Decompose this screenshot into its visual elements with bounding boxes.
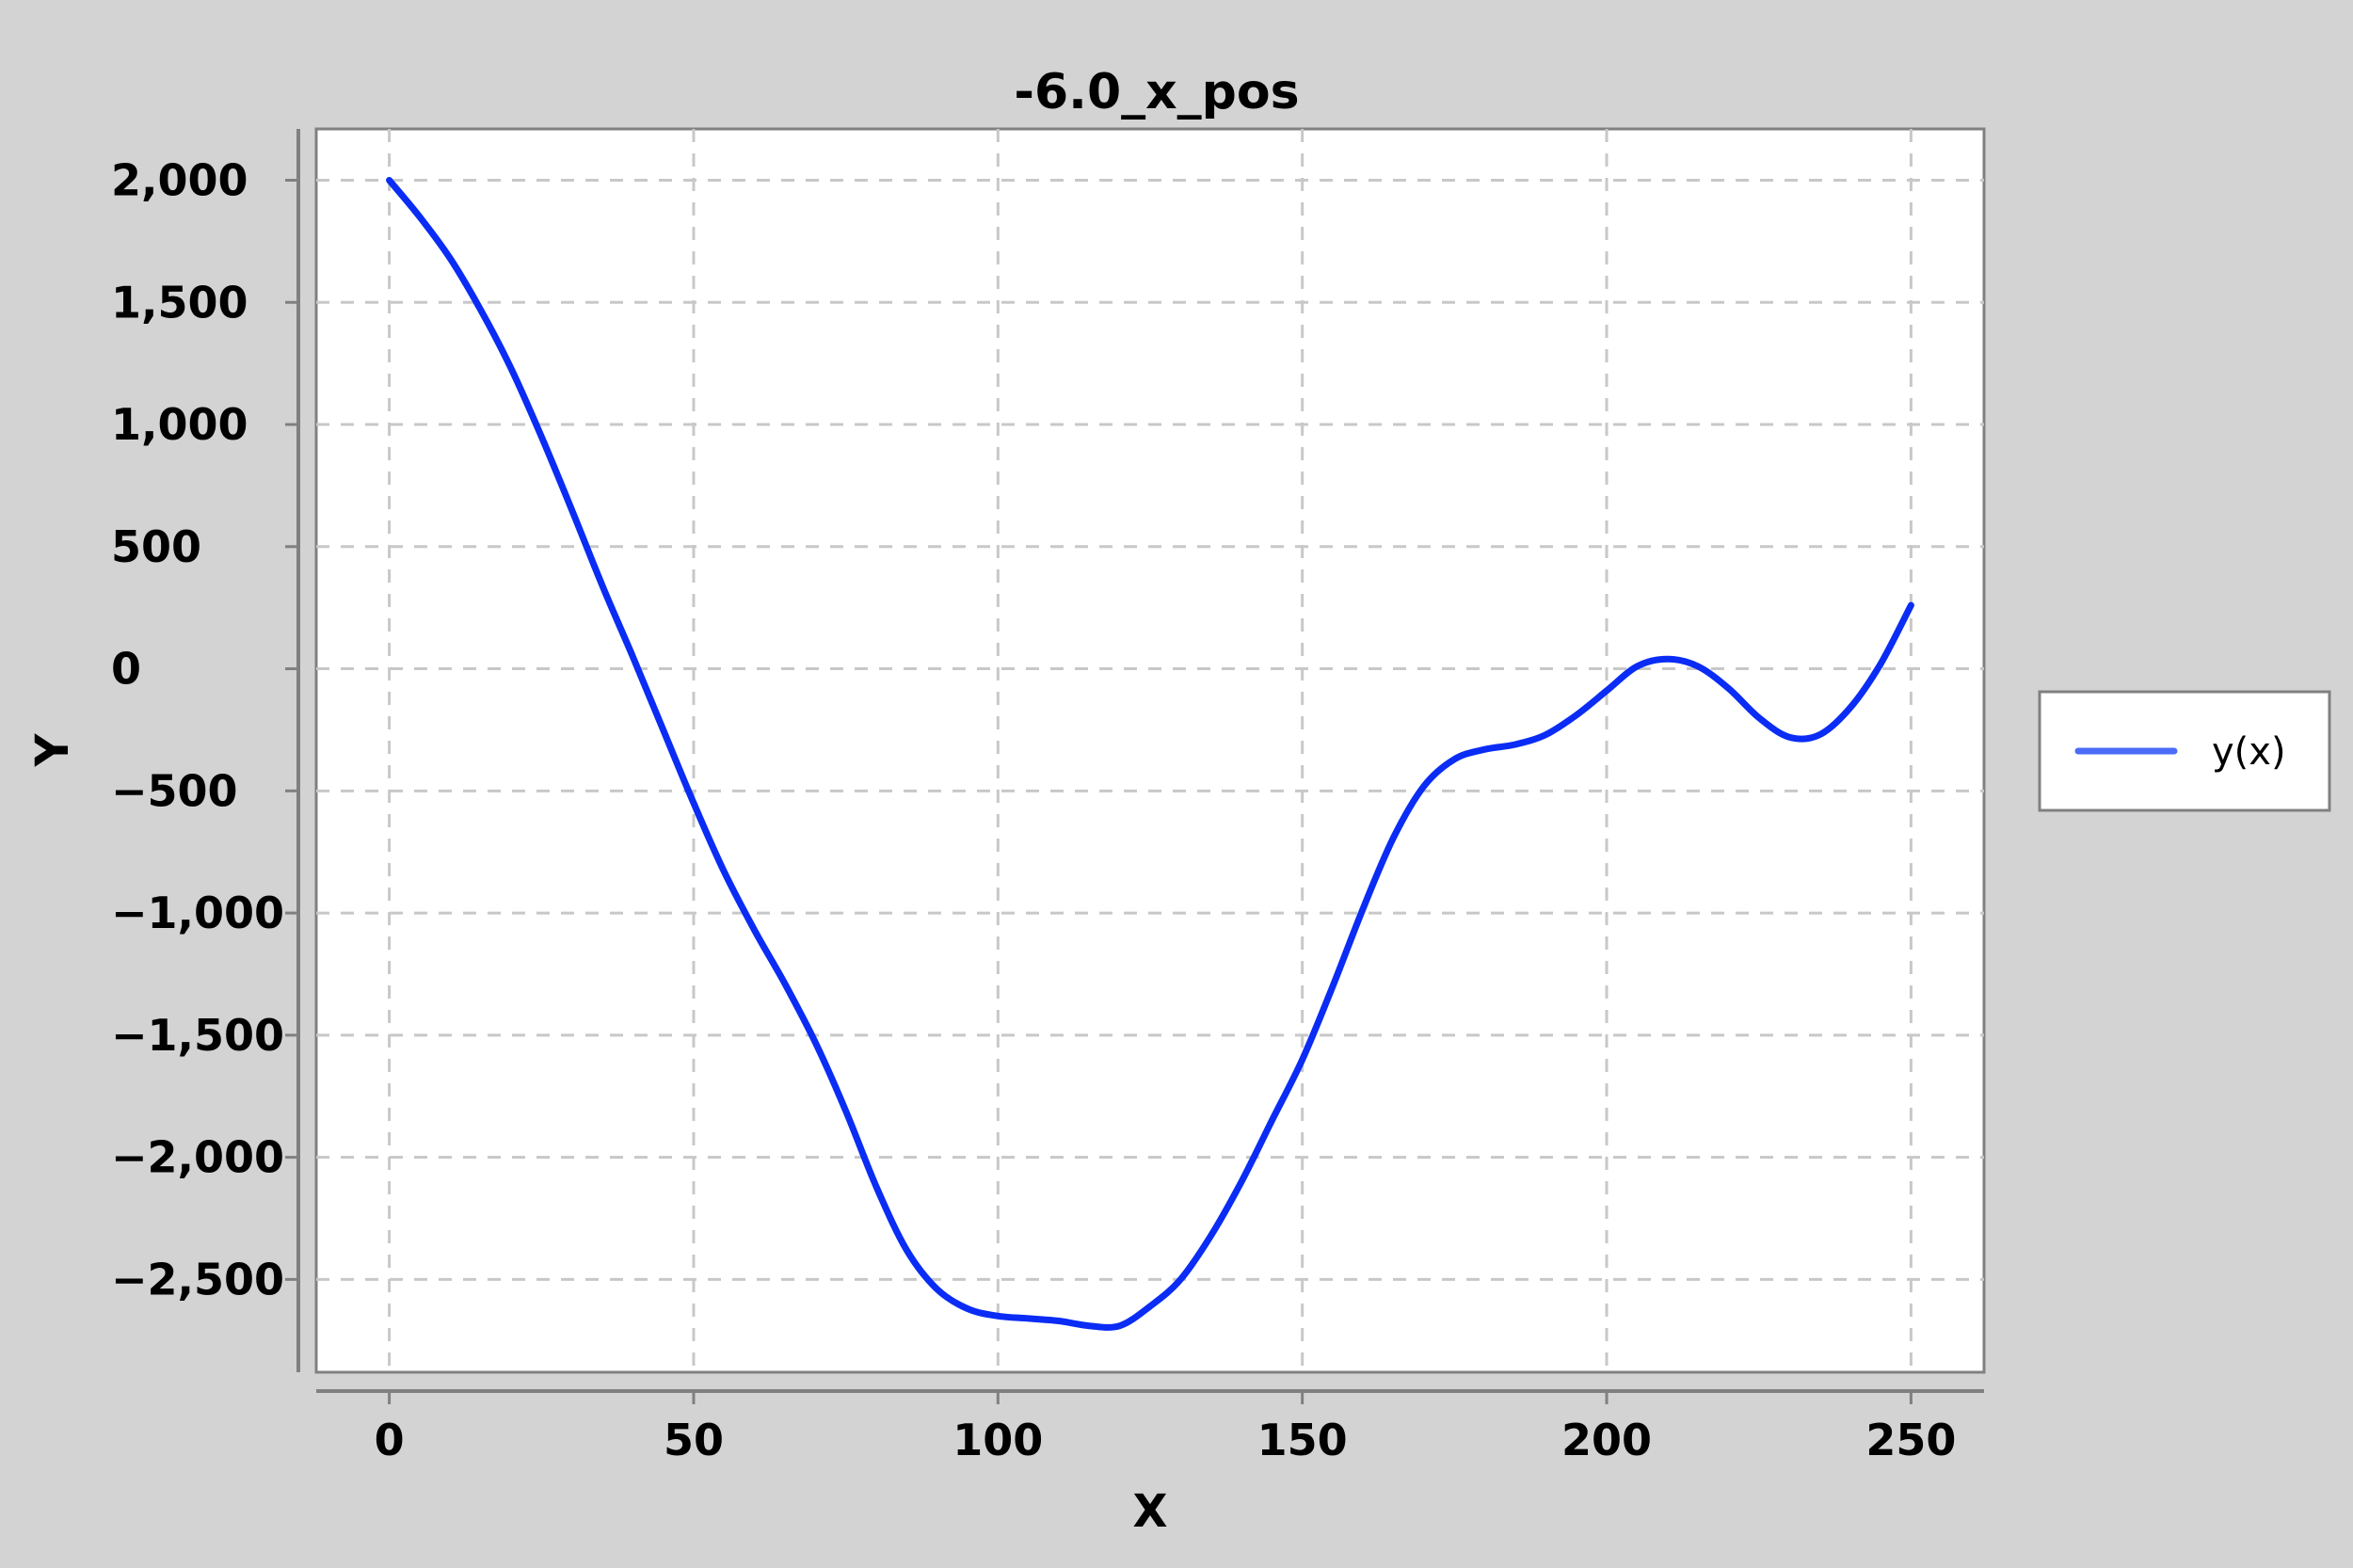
x-tick-label: 50 <box>664 1415 724 1465</box>
y-tick-label: 1,500 <box>111 277 248 328</box>
y-tick-label: 2,000 <box>111 155 248 206</box>
y-tick-label: 0 <box>111 644 141 695</box>
x-tick-label: 100 <box>952 1415 1043 1465</box>
x-tick-label: 250 <box>1865 1415 1956 1465</box>
plot-area <box>314 127 1986 1374</box>
series-line-y-x <box>386 177 1914 1331</box>
series-group <box>386 177 1914 1331</box>
x-tick-label: 200 <box>1561 1415 1652 1465</box>
y-tick-label: 500 <box>111 521 201 572</box>
legend: y(x) <box>2038 690 2331 812</box>
y-tick-label: −1,500 <box>111 1010 284 1061</box>
legend-label-y-x: y(x) <box>2212 730 2286 774</box>
x-tick-label: 150 <box>1257 1415 1348 1465</box>
x-tick-label: 0 <box>375 1415 405 1465</box>
grid-lines <box>316 129 1984 1372</box>
x-axis-ticks: 0 50 100 150 200 250 <box>375 1391 1956 1465</box>
y-tick-label: −500 <box>111 765 238 816</box>
y-tick-label: 1,000 <box>111 399 248 450</box>
y-axis-label: Y <box>26 732 79 767</box>
x-axis-label: X <box>1132 1485 1167 1538</box>
y-tick-label: −2,500 <box>111 1254 284 1304</box>
y-tick-label: −1,000 <box>111 888 284 938</box>
chart-title: -6.0_x_pos <box>1014 64 1299 120</box>
y-tick-label: −2,000 <box>111 1132 284 1183</box>
y-axis-ticks: 2,000 1,500 1,000 500 0 −500 −1,000 −1,500 −2,00… <box>111 155 298 1304</box>
